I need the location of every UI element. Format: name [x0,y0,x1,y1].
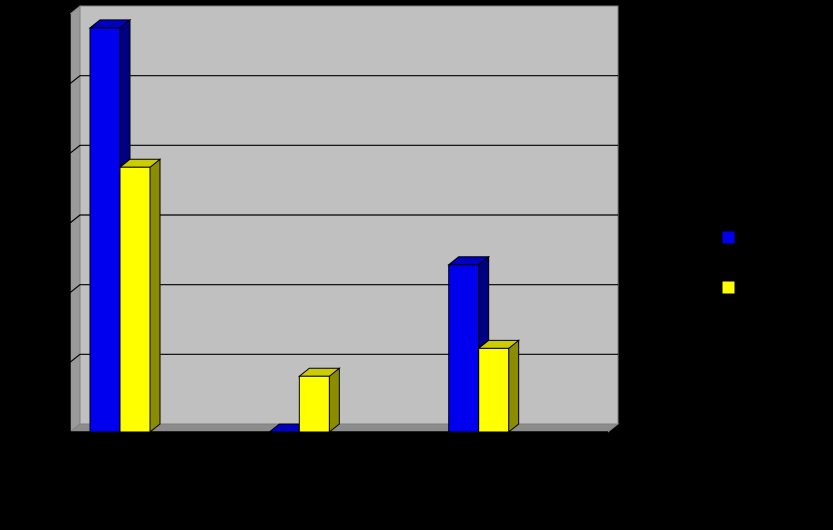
gridline-1 [69,353,618,363]
legend-marker-1 [721,280,736,295]
bar-side-s1-c2 [508,339,520,434]
gridline-4 [69,144,618,154]
gridline-3 [69,214,618,224]
bar-front-s1-c2 [478,347,510,433]
legend [721,230,736,295]
bar-s1-c2 [477,339,521,434]
bar-front-s0-c0 [89,27,121,433]
bar-s1-c1 [297,367,341,434]
plot-area [65,4,620,434]
bar-s1-c0 [118,158,162,434]
bar-series-group [88,18,521,434]
gridline-5 [69,75,618,85]
bar-side-s1-c0 [149,158,161,434]
gridline-2 [69,284,618,294]
legend-marker-0 [721,230,736,245]
bar-side-s1-c1 [328,367,340,434]
bar-front-s1-c0 [119,166,151,433]
bar-front-s0-c2 [448,264,480,433]
bar-front-s1-c1 [298,375,330,433]
